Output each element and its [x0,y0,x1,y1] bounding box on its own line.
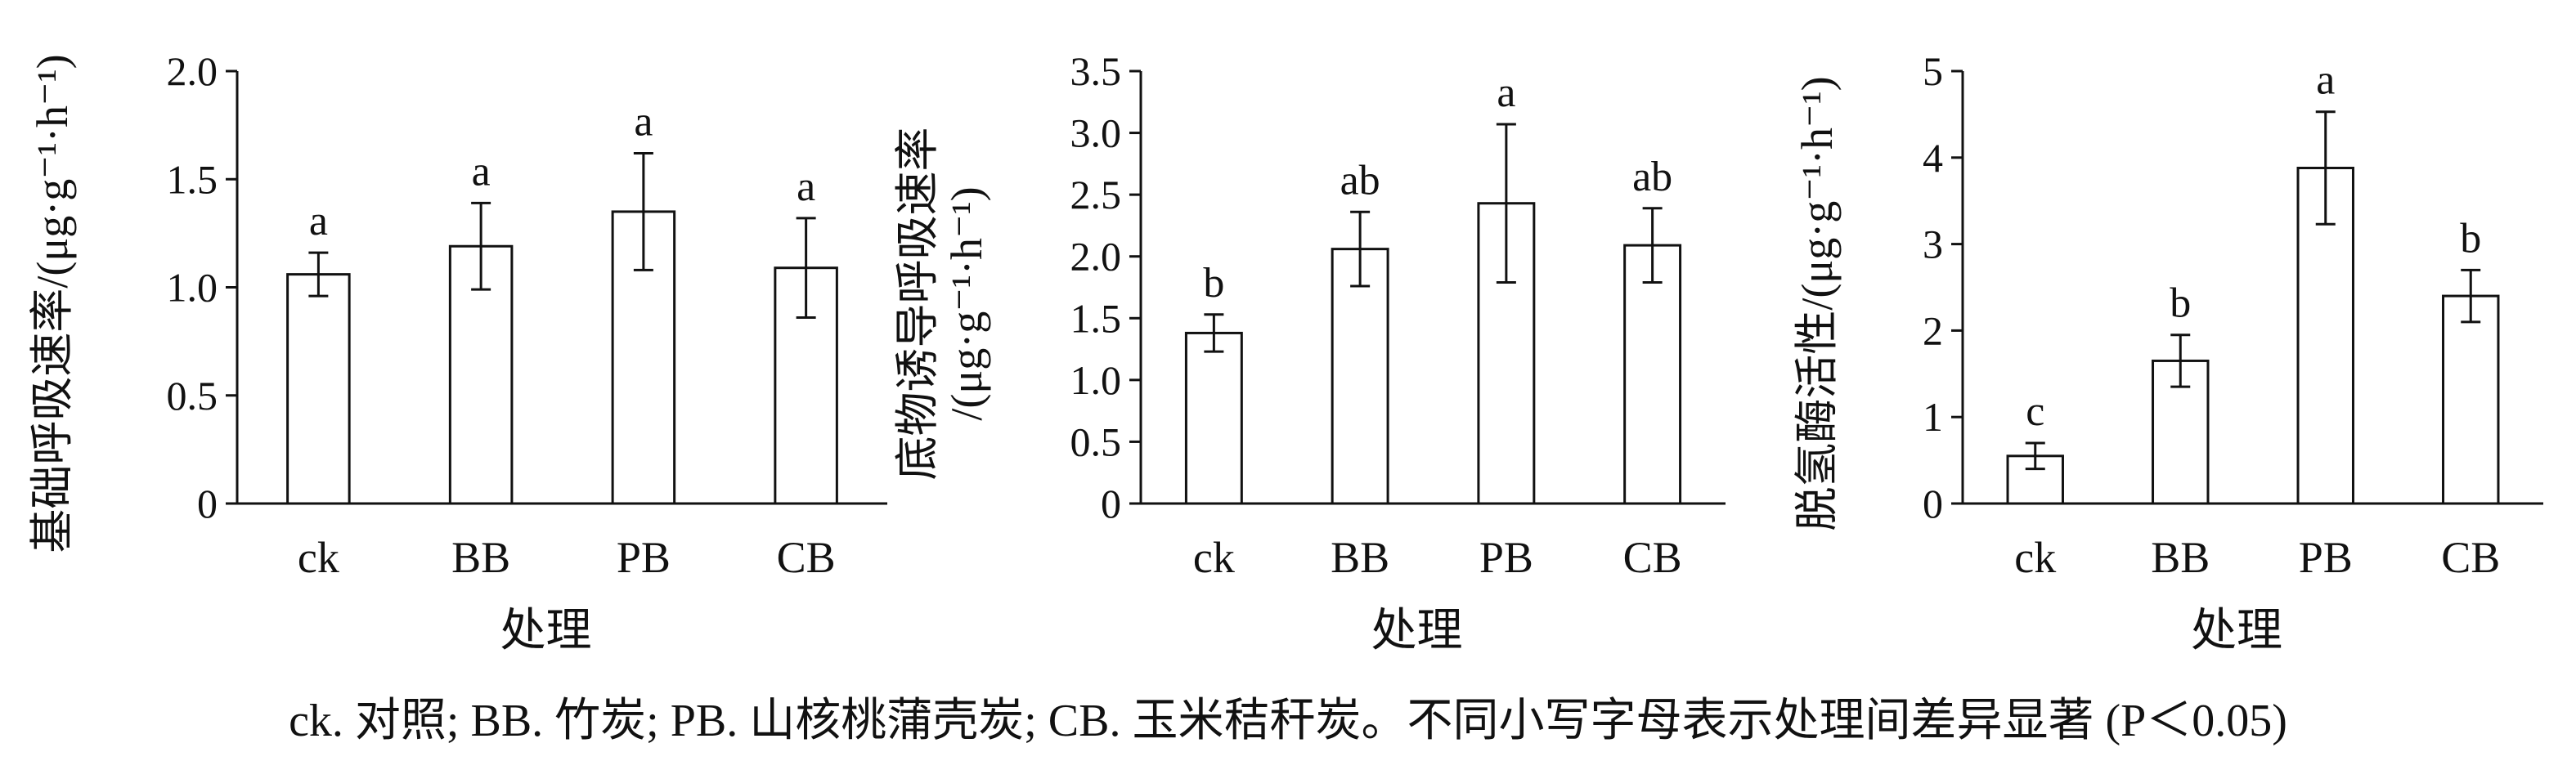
significance-label-CB: b [2460,215,2481,262]
x-axis-title: 处理 [500,606,592,656]
x-tick-label-BB: BB [1331,533,1389,582]
y-tick-label: 2.0 [167,48,218,94]
significance-label-CB: ab [1632,154,1672,200]
significance-label-BB: b [2170,280,2191,327]
x-tick-label-BB: BB [451,533,510,582]
y-tick-label: 0 [1101,481,1121,526]
significance-label-BB: ab [1340,157,1380,204]
bar-BB [1331,248,1389,505]
x-tick-label-CB: CB [2441,533,2500,582]
x-tick-label-ck: ck [1193,533,1235,582]
bar-ck [1184,331,1243,505]
significance-label-BB: a [472,148,491,195]
bar-PB [611,210,676,505]
y-tick-label: 3.0 [1070,110,1122,156]
x-tick-label-PB: PB [1479,533,1533,582]
x-tick-label-ck: ck [2014,533,2056,582]
significance-label-ck: c [2026,388,2044,435]
y-axis-title: 基础呼吸速率/(μg·g⁻¹·h⁻¹) [28,54,77,553]
y-axis-title: 底物诱导呼吸速率 [893,128,942,481]
panel-3: 0 1 2 3 4 5 c ck b BB a PB b CB 处理 脱氢酶活性/(μg·g⁻¹·h⁻¹) [1793,48,2543,656]
significance-label-ck: b [1203,260,1224,307]
y-axis-title: 脱氢酶活性/(μg·g⁻¹·h⁻¹) [1793,76,1842,530]
y-tick-label: 0 [1923,481,1943,526]
bar-ck [286,273,351,505]
x-tick-label-CB: CB [1623,533,1682,582]
x-tick-label-CB: CB [777,533,836,582]
y-tick-label: 2.0 [1070,234,1122,280]
figure-caption: ck. 对照; BB. 竹炭; PB. 山核桃蒲壳炭; CB. 玉米秸秆炭。不同… [289,696,2287,746]
y-tick-label: 0.5 [167,373,218,419]
y-tick-label: 0 [197,481,218,526]
y-axis-title: /(μg·g⁻¹·h⁻¹) [942,186,991,420]
significance-label-PB: a [1497,69,1515,116]
panel-1: 0 0.5 1.0 1.5 2.0 a ck a BB a PB a CB 处理 基础呼吸速率/(μg·g⁻… [28,48,887,656]
y-tick-label: 3.5 [1070,48,1122,94]
y-tick-label: 1.0 [167,265,218,311]
significance-label-PB: a [2316,57,2335,104]
significance-label-PB: a [634,99,653,145]
significance-label-CB: a [797,163,815,210]
x-tick-label-ck: ck [298,533,339,582]
y-tick-label: 1 [1923,394,1943,440]
y-tick-label: 1.0 [1070,357,1122,403]
y-tick-label: 0.5 [1070,419,1122,464]
x-tick-label-BB: BB [2151,533,2210,582]
y-tick-label: 5 [1923,48,1943,94]
x-axis-title: 处理 [1371,606,1463,656]
bar-CB [2442,294,2500,505]
bar-CB [1623,244,1682,505]
y-tick-label: 2.5 [1070,172,1122,217]
x-tick-label-PB: PB [2299,533,2353,582]
y-tick-label: 1.5 [167,156,218,202]
y-tick-label: 2 [1923,307,1943,353]
x-axis-title: 处理 [2191,606,2282,656]
y-tick-label: 1.5 [1070,295,1122,341]
x-tick-label-PB: PB [617,533,671,582]
significance-label-ck: a [309,198,328,244]
y-tick-label: 4 [1923,135,1943,181]
y-tick-label: 3 [1923,222,1943,267]
panel-2: 0 0.5 1.0 1.5 2.0 2.5 3.0 3.5 b ck ab BB a PB ab CB 处理 底物… [893,48,1726,656]
bar-CB [774,266,838,505]
